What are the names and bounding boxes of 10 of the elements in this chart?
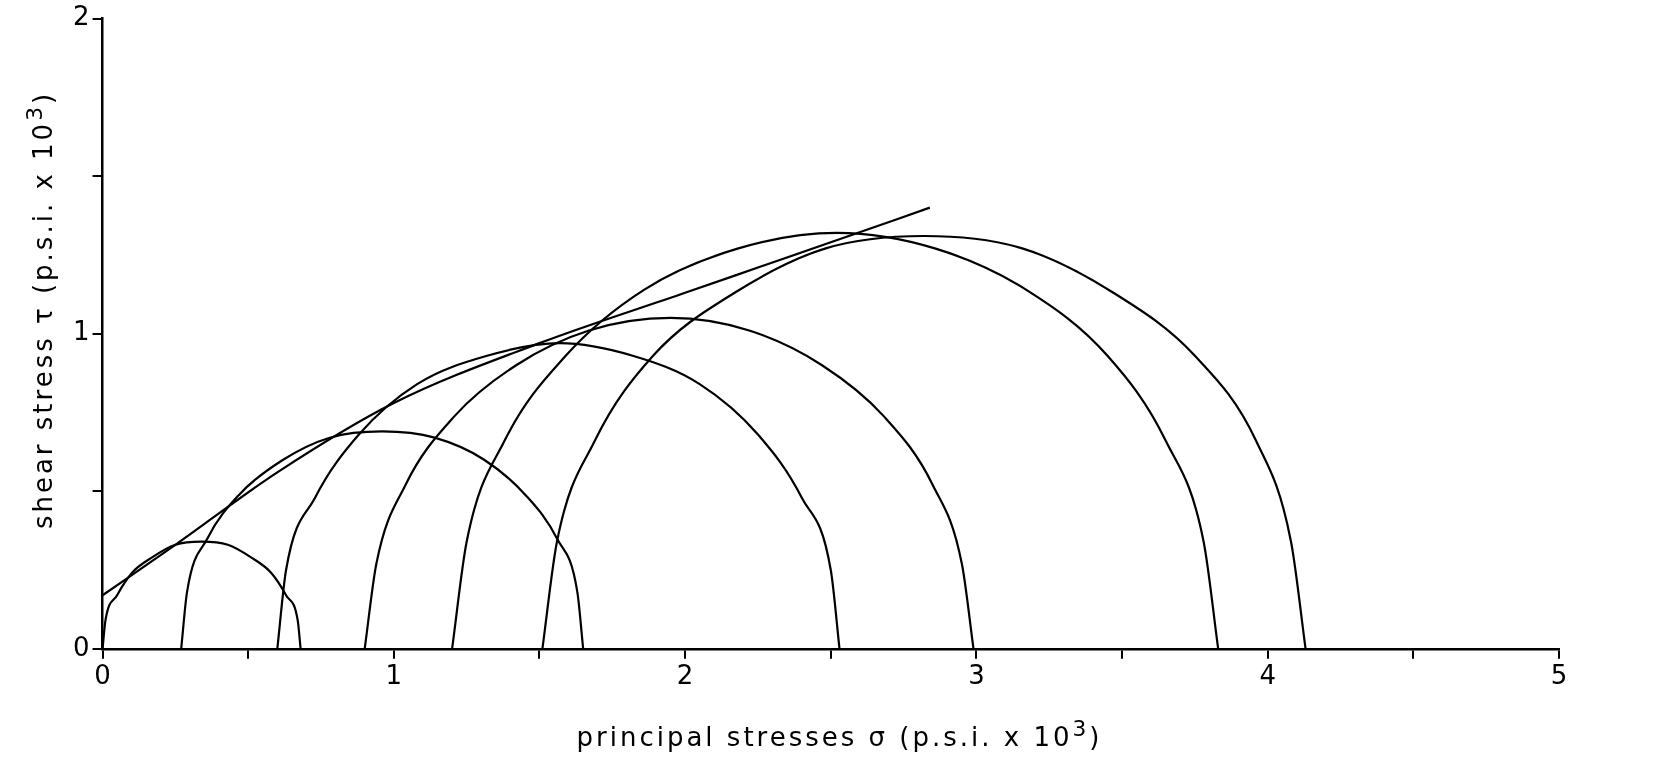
x-tick-label: 5: [1550, 660, 1568, 691]
x-tick-label: 3: [968, 660, 985, 691]
x-axis-title: principal stresses σ (p.s.i. x 10$^{3}$): [575, 716, 1104, 752]
x-tick-label: 4: [1259, 660, 1276, 691]
x-tick-label: 0: [94, 660, 111, 691]
y-tick-label: 0: [73, 631, 90, 662]
x-tick-label: 1: [385, 660, 403, 691]
y-tick-label: 1: [73, 316, 90, 347]
y-tick-label: 2: [73, 1, 90, 32]
x-tick-label: 2: [676, 660, 694, 691]
